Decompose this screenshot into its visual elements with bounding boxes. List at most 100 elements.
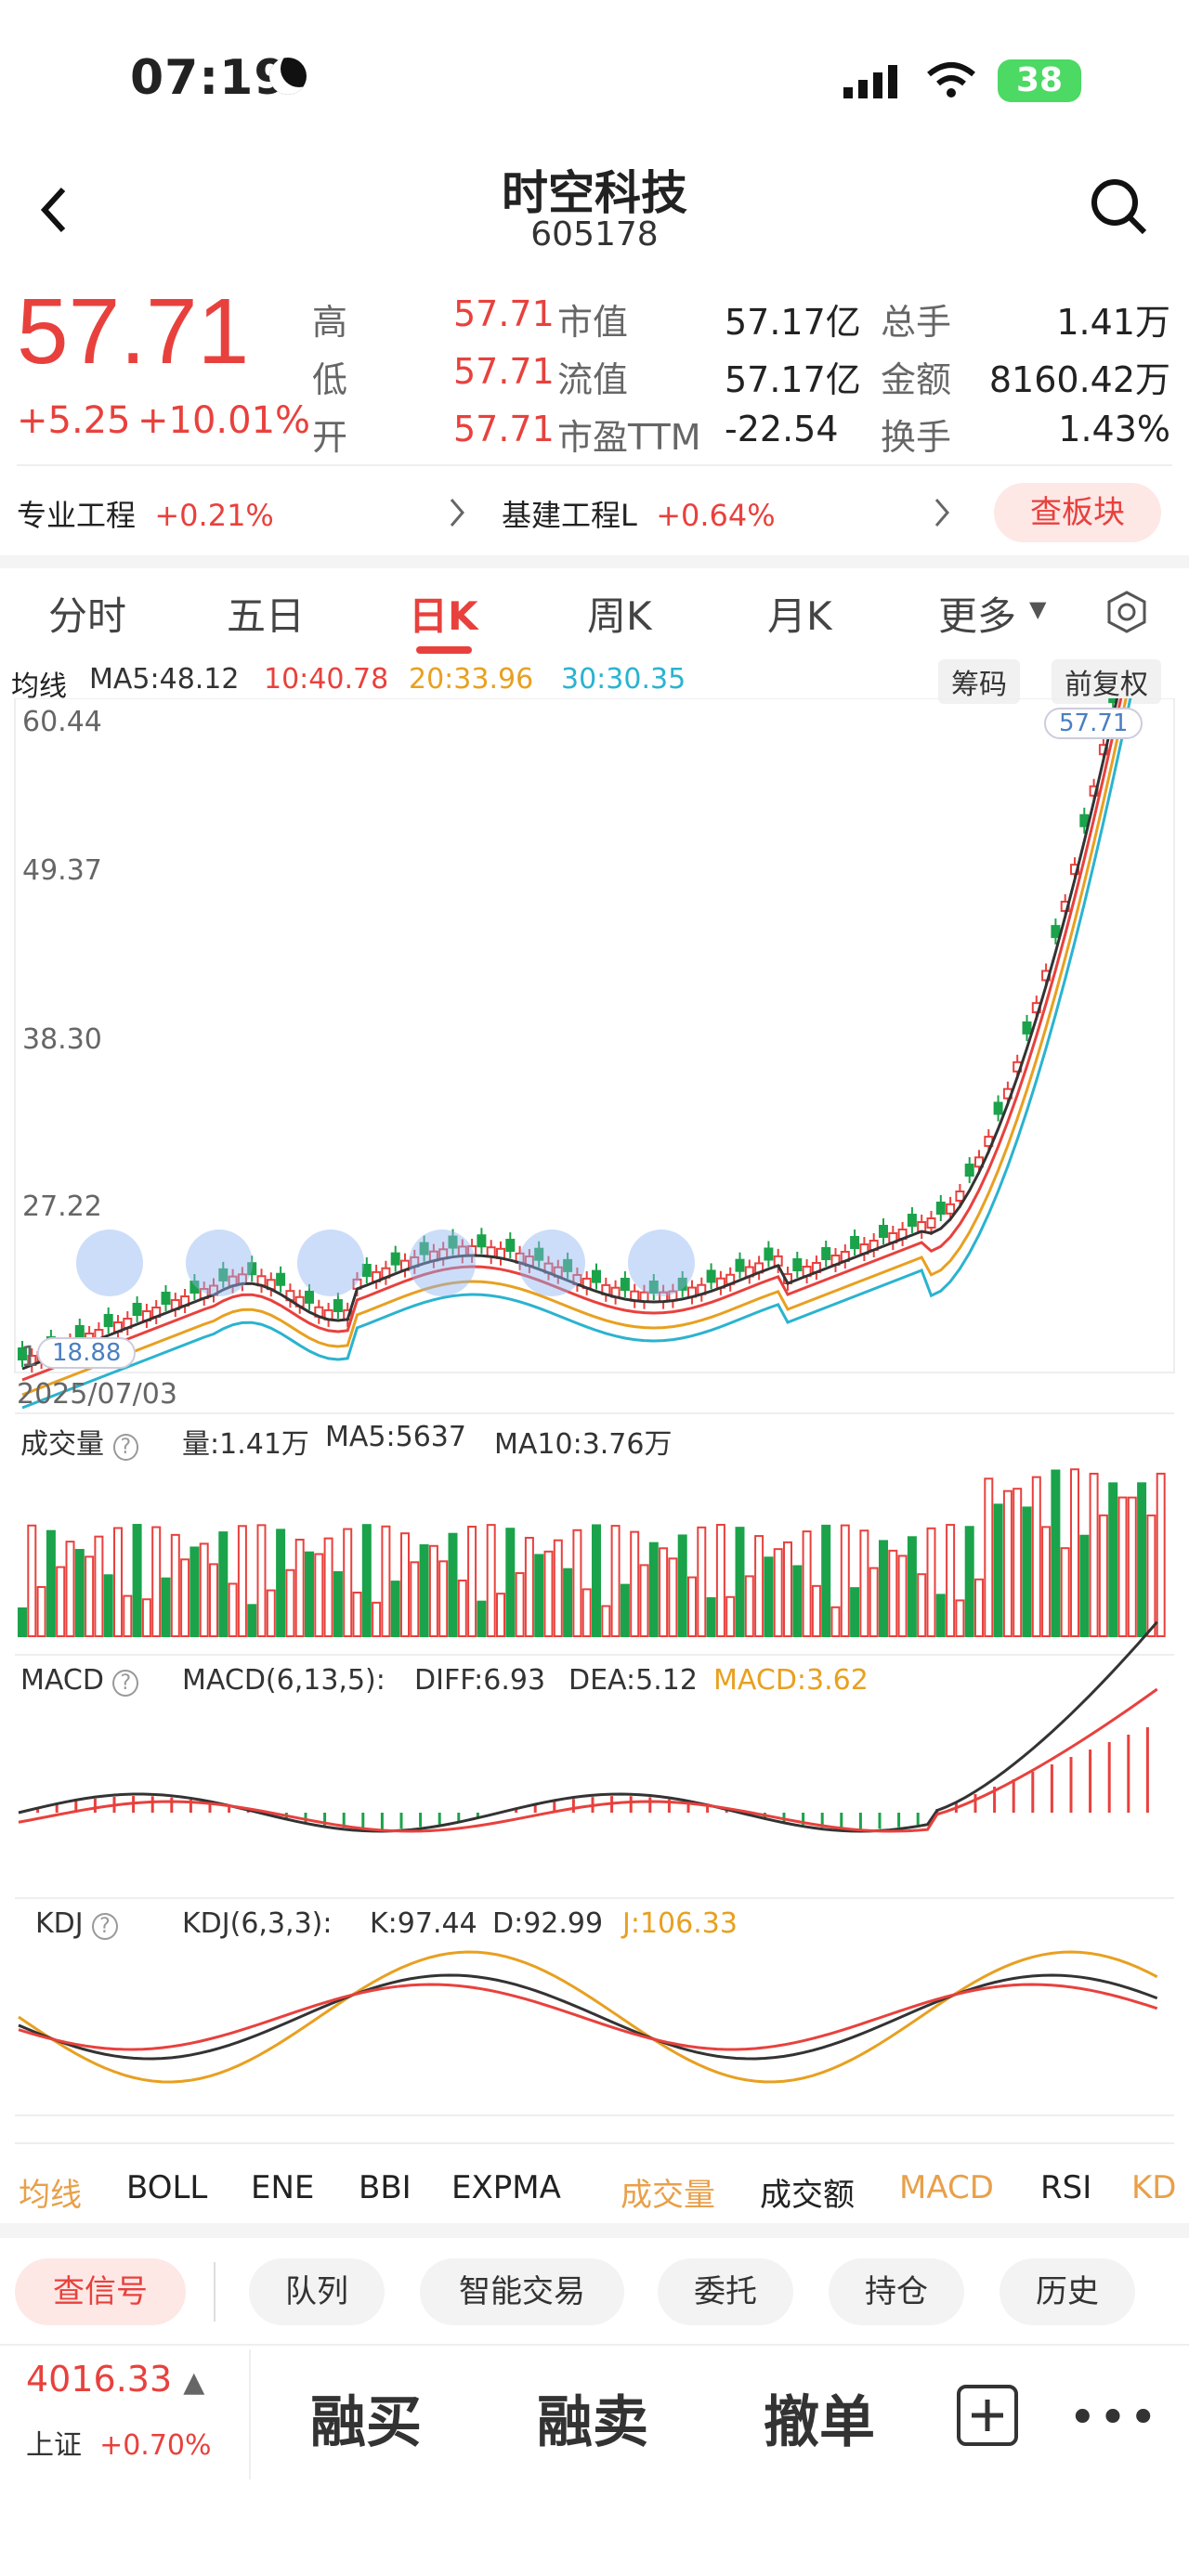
nav-circle-icon	[518, 1229, 585, 1296]
volume-bar	[1146, 1514, 1156, 1637]
volume-bar	[581, 1588, 592, 1637]
chip-1[interactable]: 队列	[249, 2258, 385, 2325]
volume-bar	[515, 1572, 525, 1638]
add-icon[interactable]	[957, 2385, 1018, 2446]
margin-buy-button[interactable]: 融买	[310, 2390, 422, 2455]
volume-bar	[926, 1527, 936, 1637]
status-time: 07:19	[130, 50, 289, 106]
kchart-frame	[14, 698, 1175, 1373]
indicator-tab-2[interactable]: ENE	[251, 2169, 315, 2206]
triangle-up-icon: ▲	[183, 2366, 205, 2399]
candle	[419, 1242, 429, 1255]
volume-bar	[85, 1555, 95, 1638]
volume-bar	[400, 1532, 410, 1638]
sector-2[interactable]: 基建工程L +0.64%	[502, 498, 776, 533]
chip-2[interactable]: 智能交易	[420, 2258, 624, 2325]
low-tag: 18.88	[37, 1337, 137, 1369]
tab-3[interactable]: 周K	[587, 593, 652, 639]
indicator-tab-4[interactable]: EXPMA	[451, 2169, 561, 2206]
view-sector-button[interactable]: 查板块	[994, 483, 1161, 542]
volume-bar	[955, 1599, 965, 1637]
chart-area[interactable]	[0, 698, 1189, 2147]
volume-bar	[1108, 1482, 1118, 1637]
volume-bar	[984, 1477, 994, 1638]
settings-icon[interactable]	[1104, 589, 1150, 635]
volume-bar	[361, 1524, 372, 1638]
volume-bar	[27, 1524, 37, 1638]
volume-bar	[343, 1528, 353, 1637]
tab-4[interactable]: 月K	[767, 593, 832, 639]
y-label-1: 60.44	[22, 706, 102, 738]
tab-1[interactable]: 五日	[227, 593, 306, 639]
indicator-tab-3[interactable]: BBI	[359, 2169, 412, 2206]
candle	[946, 1203, 956, 1215]
candle	[18, 1347, 27, 1360]
y-label-2: 49.37	[22, 854, 102, 887]
indicator-tab-1[interactable]: BOLL	[126, 2169, 208, 2206]
signal-icon	[842, 63, 907, 100]
candle	[276, 1272, 286, 1286]
volume-bar	[36, 1586, 46, 1637]
quote-value: 57.71	[453, 409, 555, 449]
chips-button[interactable]: 筹码	[938, 659, 1020, 704]
volume-bar	[74, 1549, 85, 1638]
tab-5[interactable]: 更多	[938, 593, 1017, 639]
volume-bar	[859, 1529, 869, 1637]
volume-bar	[1031, 1476, 1041, 1637]
tab-2[interactable]: 日K	[409, 593, 478, 639]
volume-bar	[917, 1573, 927, 1637]
candle	[955, 1190, 965, 1203]
sector-1[interactable]: 专业工程 +0.21%	[17, 498, 274, 533]
adjust-button[interactable]: 前复权	[1052, 659, 1161, 704]
volume-ma5: MA5:5637	[325, 1421, 466, 1453]
caret-down-icon: ▼	[1029, 596, 1047, 622]
volume-bar	[438, 1560, 449, 1638]
nav-circle-icon	[628, 1229, 695, 1296]
chip-3[interactable]: 委托	[658, 2258, 793, 2325]
volume-bar	[457, 1580, 467, 1638]
tab-0[interactable]: 分时	[48, 593, 127, 639]
candle	[735, 1258, 745, 1272]
indicator-tab-9[interactable]: KD	[1131, 2169, 1177, 2206]
volume-bar	[170, 1533, 180, 1637]
volume-bar	[305, 1551, 314, 1638]
volume-bar	[697, 1526, 707, 1637]
candle	[677, 1277, 687, 1291]
volume-bar	[946, 1524, 956, 1637]
volume-bar	[783, 1541, 792, 1638]
price-change: +5.25	[17, 399, 131, 442]
wifi-icon	[925, 59, 977, 100]
quote-label: 换手	[881, 417, 952, 458]
search-button[interactable]	[1089, 176, 1148, 236]
nav-circle-icon	[409, 1229, 476, 1296]
quote-label: 金额	[881, 359, 952, 400]
chip-0[interactable]: 查信号	[15, 2258, 186, 2325]
indicator-tab-5[interactable]: 成交量	[621, 2177, 715, 2214]
quote-label: 低	[312, 359, 348, 400]
indicator-tab-6[interactable]: 成交额	[760, 2177, 855, 2214]
back-button[interactable]	[35, 182, 72, 238]
chip-5[interactable]: 历史	[1000, 2258, 1135, 2325]
volume-bar	[1117, 1496, 1128, 1638]
volume-bar	[323, 1537, 333, 1637]
cancel-order-button[interactable]: 撤单	[764, 2390, 875, 2455]
volume-ma10: MA10:3.76万	[494, 1428, 673, 1461]
candle	[333, 1298, 343, 1312]
quote-value: 57.71	[453, 293, 555, 334]
tab-underline	[416, 646, 472, 654]
volume-bar	[199, 1542, 209, 1638]
index-value[interactable]: 4016.33 ▲	[26, 2359, 205, 2400]
volume-bar	[141, 1598, 151, 1638]
diff-line	[18, 1620, 1158, 1833]
indicator-tab-8[interactable]: RSI	[1040, 2169, 1092, 2206]
indicator-tab-0[interactable]: 均线	[19, 2177, 82, 2214]
chip-4[interactable]: 持仓	[829, 2258, 964, 2325]
candle	[361, 1263, 372, 1277]
margin-sell-button[interactable]: 融卖	[537, 2390, 648, 2455]
volume-bar	[888, 1549, 898, 1637]
indicator-tab-7[interactable]: MACD	[899, 2169, 994, 2206]
search-icon	[1091, 179, 1147, 235]
quote-label: 市盈TTM	[557, 417, 701, 458]
more-icon[interactable]: •••	[1068, 2390, 1160, 2446]
volume-bar	[897, 1555, 908, 1637]
